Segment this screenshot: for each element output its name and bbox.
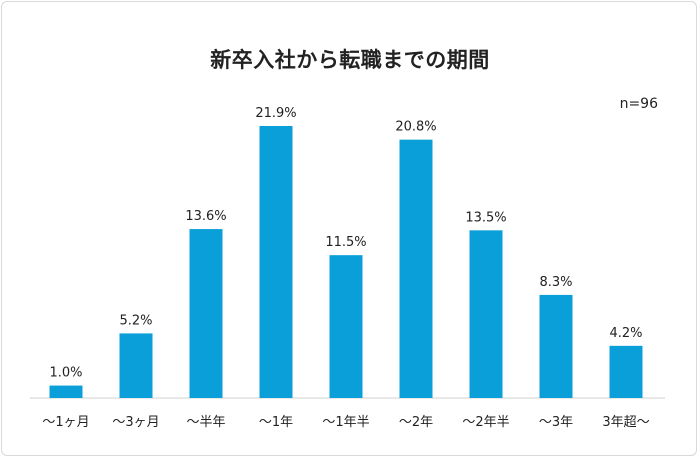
bars-group [49,126,643,398]
chart-title: 新卒入社から転職までの期間 [210,48,490,72]
bar-8 [539,294,573,398]
category-label-2: 〜3ヶ月 [112,415,159,430]
bar-4 [259,126,293,398]
value-label-6: 20.8% [395,120,436,135]
category-label-7: 〜2年半 [462,415,509,430]
value-label-1: 1.0% [49,366,82,381]
value-label-2: 5.2% [119,313,152,328]
value-label-9: 4.2% [609,326,642,341]
category-label-9: 3年超〜 [602,415,649,430]
bar-7 [469,230,503,398]
category-label-8: 〜3年 [539,415,573,430]
value-label-8: 8.3% [539,275,572,290]
value-label-7: 13.5% [465,210,506,225]
sample-size-note: n=96 [619,96,658,112]
tick-labels-group: 〜1ヶ月 〜3ヶ月 〜半年 〜1年 〜1年半 〜2年 〜2年半 〜3年 3年超〜 [42,415,649,430]
bar-1 [49,385,83,398]
value-label-3: 13.6% [185,209,226,224]
category-label-4: 〜1年 [259,415,293,430]
category-label-5: 〜1年半 [322,415,369,430]
value-labels-group: 1.0% 5.2% 13.6% 21.9% 11.5% 20.8% 13.5% 8.3% 4.2… [49,106,642,381]
category-label-3: 〜半年 [186,415,225,430]
bar-6 [399,139,433,398]
bar-9 [609,345,643,398]
category-label-1: 〜1ヶ月 [42,415,89,430]
bar-3 [189,229,223,398]
value-label-5: 11.5% [325,235,366,250]
category-label-6: 〜2年 [399,415,433,430]
value-label-4: 21.9% [255,106,296,121]
bar-2 [119,333,153,398]
bar-5 [329,255,363,398]
